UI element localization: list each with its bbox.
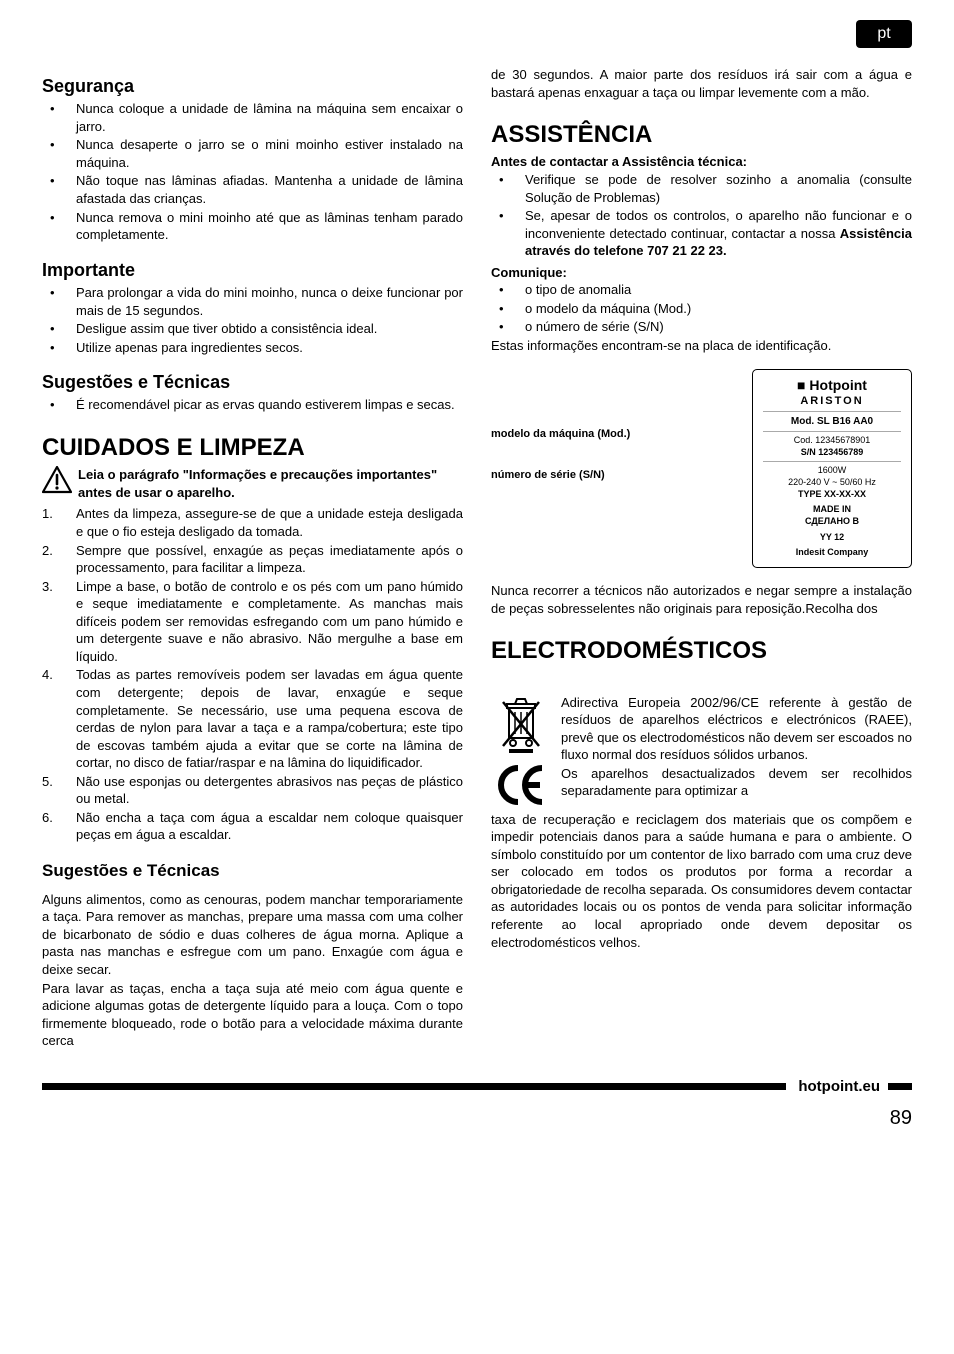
assistencia-list: Verifique se pode de resolver sozinho a …: [491, 171, 912, 260]
plate-company: Indesit Company: [753, 547, 911, 559]
list-item: Desligue assim que tiver obtido a consis…: [42, 320, 463, 338]
list-item: Para prolongar a vida do mini moinho, nu…: [42, 284, 463, 319]
list-item: Se, apesar de todos os controlos, o apar…: [491, 207, 912, 260]
comunique-heading: Comunique:: [491, 264, 912, 282]
list-item: É recomendável picar as ervas quando est…: [42, 396, 463, 414]
left-column: Segurança Nunca coloque a unidade de lâm…: [42, 60, 463, 1051]
after-plate-text: Nunca recorrer a técnicos não autorizado…: [491, 582, 912, 617]
importante-heading: Importante: [42, 258, 463, 282]
electro-text-wrap: Adirectiva Europeia 2002/96/CE referente…: [561, 694, 912, 811]
comunique-list: o tipo de anomalia o modelo da máquina (…: [491, 281, 912, 336]
seguranca-list: Nunca coloque a unidade de lâmina na máq…: [42, 100, 463, 243]
list-item: 2.Sempre que possível, enxagúe as peças …: [42, 542, 463, 577]
plate-yy: YY 12: [753, 532, 911, 544]
electro-para-1: Adirectiva Europeia 2002/96/CE referente…: [561, 694, 912, 764]
plate-type: TYPE XX-XX-XX: [753, 489, 911, 501]
rating-plate: ■ Hotpoint ARISTON Mod. SL B16 AA0 Cod. …: [752, 369, 912, 569]
list-item: Nunca coloque a unidade de lâmina na máq…: [42, 100, 463, 135]
sugestoes-para-2: Para lavar as taças, encha a taça suja a…: [42, 980, 463, 1050]
cuidados-list: 1.Antes da limpeza, assegure-se de que a…: [42, 505, 463, 843]
list-item: o tipo de anomalia: [491, 281, 912, 299]
list-item: 6.Não encha a taça com água a escaldar n…: [42, 809, 463, 844]
assistencia-subheading: Antes de contactar a Assistência técnica…: [491, 153, 912, 171]
placa-text: Estas informações encontram-se na placa …: [491, 337, 912, 355]
electro-para-3: taxa de recuperação e reciclagem dos mat…: [491, 811, 912, 951]
footer-rule-left: [42, 1083, 786, 1090]
electro-block: Adirectiva Europeia 2002/96/CE referente…: [491, 694, 912, 811]
footer-bar: hotpoint.eu: [42, 1077, 912, 1097]
list-item: o número de série (S/N): [491, 318, 912, 336]
sugestoes-list-1: É recomendável picar as ervas quando est…: [42, 396, 463, 414]
warning-icon: [42, 466, 72, 499]
brand-name: Hotpoint: [809, 377, 867, 393]
ce-mark-icon: [496, 764, 546, 806]
sugestoes-heading-2: Sugestões e Técnicas: [42, 860, 463, 883]
plate-brand: ■ Hotpoint: [753, 376, 911, 394]
plate-madein-ru: СДЕЛАНО В: [753, 516, 911, 528]
assistencia-heading: ASSISTÊNCIA: [491, 119, 912, 151]
list-item: 3.Limpe a base, o botão de controlo e os…: [42, 578, 463, 666]
list-text: Não encha a taça com água a escaldar nem…: [76, 810, 463, 843]
electro-icons: [491, 694, 551, 811]
list-item: 1.Antes da limpeza, assegure-se de que a…: [42, 505, 463, 540]
plate-watt: 1600W: [753, 465, 911, 477]
sugestoes-heading-1: Sugestões e Técnicas: [42, 370, 463, 394]
plate-madein: MADE IN: [753, 504, 911, 516]
plate-sn: S/N 123456789: [753, 447, 911, 459]
plate-volt: 220-240 V ~ 50/60 Hz: [753, 477, 911, 489]
plate-label-mod: modelo da máquina (Mod.): [491, 427, 738, 442]
list-text: Antes da limpeza, assegure-se de que a u…: [76, 506, 463, 539]
content-columns: Segurança Nunca coloque a unidade de lâm…: [42, 60, 912, 1051]
cuidados-heading: CUIDADOS E LIMPEZA: [42, 432, 463, 464]
list-item: 5.Não use esponjas ou detergentes abrasi…: [42, 773, 463, 808]
plate-model: Mod. SL B16 AA0: [753, 415, 911, 428]
list-item: Utilize apenas para ingredientes secos.: [42, 339, 463, 357]
list-item: o modelo da máquina (Mod.): [491, 300, 912, 318]
warning-text: Leia o parágrafo "Informações e precauçõ…: [78, 466, 463, 501]
electro-heading: ELECTRODOMÉSTICOS: [491, 635, 912, 667]
list-item: 4.Todas as partes removíveis podem ser l…: [42, 666, 463, 771]
language-tab: pt: [856, 20, 912, 48]
warning-row: Leia o parágrafo "Informações e precauçõ…: [42, 466, 463, 501]
plate-labels: modelo da máquina (Mod.) número de série…: [491, 427, 738, 509]
electro-para-2: Os aparelhos desactualizados devem ser r…: [561, 765, 912, 800]
continuation-text: de 30 segundos. A maior parte dos resídu…: [491, 66, 912, 101]
footer-rule-right: [888, 1083, 912, 1090]
plate-cod: Cod. 12345678901: [753, 435, 911, 447]
list-text: Limpe a base, o botão de controlo e os p…: [76, 579, 463, 664]
plate-ariston: ARISTON: [753, 394, 911, 408]
weee-bin-icon: [495, 694, 547, 754]
list-text: Não use esponjas ou detergentes abrasivo…: [76, 774, 463, 807]
importante-list: Para prolongar a vida do mini moinho, nu…: [42, 284, 463, 356]
list-item: Não toque nas lâminas afiadas. Mantenha …: [42, 172, 463, 207]
seguranca-heading: Segurança: [42, 74, 463, 98]
list-text: Sempre que possível, enxagúe as peças im…: [76, 543, 463, 576]
sugestoes-para-1: Alguns alimentos, como as cenouras, pode…: [42, 891, 463, 979]
list-item: Nunca remova o mini moinho até que as lâ…: [42, 209, 463, 244]
plate-label-sn: número de série (S/N): [491, 468, 738, 483]
brand-swatch-icon: ■: [797, 377, 805, 393]
list-item: Verifique se pode de resolver sozinho a …: [491, 171, 912, 206]
footer-domain: hotpoint.eu: [786, 1077, 888, 1097]
page-number: 89: [42, 1105, 912, 1132]
list-item: Nunca desaperte o jarro se o mini moinho…: [42, 136, 463, 171]
plate-block: modelo da máquina (Mod.) número de série…: [491, 369, 912, 569]
right-column: de 30 segundos. A maior parte dos resídu…: [491, 60, 912, 1051]
list-text: Todas as partes removíveis podem ser lav…: [76, 667, 463, 770]
